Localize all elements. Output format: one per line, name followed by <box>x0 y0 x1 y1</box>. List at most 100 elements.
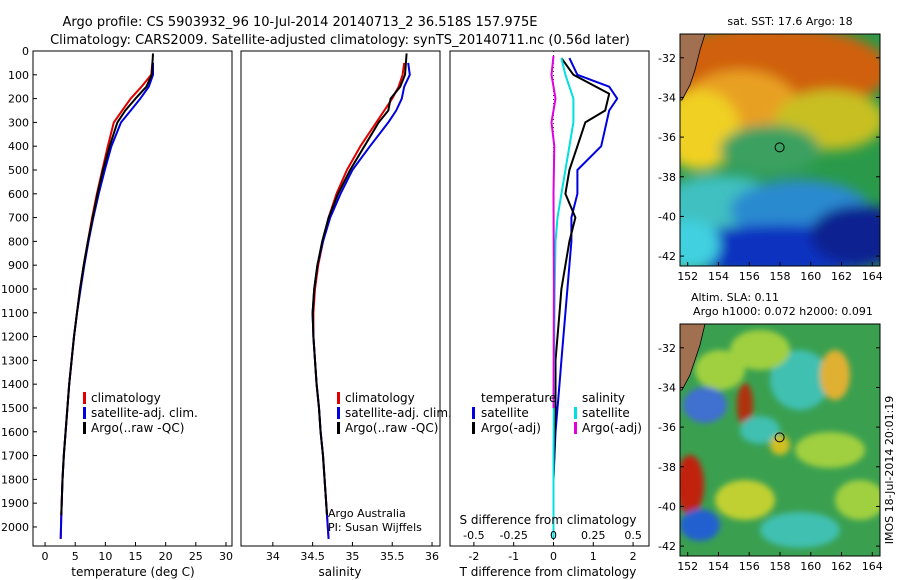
salinity-plot: 34 34.5 35 35.5 36 <box>266 53 439 563</box>
map-x-tick-label: 156 <box>739 270 760 283</box>
side-timestamp: IMOS 18-Jul-2014 20:01:19 <box>883 396 896 545</box>
top-x-tick-label: 0 <box>550 529 557 542</box>
map-y-tick-label: -40 <box>658 500 676 513</box>
legend-label-argo: Argo(..raw -QC) <box>345 421 438 435</box>
y-tick-label: 1200 <box>1 331 29 344</box>
legend-label-sal-satellite: satellite <box>582 406 630 420</box>
y-tick-label: 200 <box>8 93 29 106</box>
sla-argo-position-marker <box>774 432 785 443</box>
y-tick-label: 900 <box>8 259 29 272</box>
difference-plot: -2 -1 0 1 2 -0.5 -0.25 0 0.25 0.5 <box>463 51 642 563</box>
legend-swatch-argo <box>337 422 340 434</box>
y-tick-label: 1900 <box>1 497 29 510</box>
x-tick-label: 30 <box>219 550 233 563</box>
map-y-tick-label: -42 <box>658 540 676 553</box>
map-y-tick-label: -40 <box>658 210 676 223</box>
map-y-tick-label: -32 <box>658 52 676 65</box>
map-x-tick-label: 164 <box>862 270 883 283</box>
x-tick-label: 5 <box>72 550 79 563</box>
y-tick-label: 300 <box>8 116 29 129</box>
legend-swatch-sal-argo <box>574 422 577 434</box>
legend-swatch-argo <box>83 422 86 434</box>
map-x-tick-label: 154 <box>708 560 729 573</box>
legend-label-satellite-adj: satellite-adj. clim. <box>345 406 452 420</box>
x-tick-label: 20 <box>159 550 173 563</box>
temperature-plot: 0100200300400500600700800900100011001200… <box>1 45 233 563</box>
y-tick-label: 600 <box>8 188 29 201</box>
y-tick-label: 1400 <box>1 378 29 391</box>
legend-swatch-climatology <box>337 392 340 404</box>
map-y-tick-label: -36 <box>658 131 676 144</box>
legend-swatch-temp-satellite <box>472 407 475 419</box>
legend-title-salinity: salinity <box>582 391 625 405</box>
series-line-climatology <box>59 62 154 539</box>
y-tick-label: 1100 <box>1 307 29 320</box>
series-line-satellite <box>552 57 619 539</box>
sst-map-field <box>680 34 880 266</box>
top-x-tick-label: 0.25 <box>581 529 606 542</box>
top-x-tick-label: 0.5 <box>624 529 642 542</box>
sst-map-ticks: 152 154 156 158 160 162 164 -32 -34 -36 -38 -40 -42 <box>658 52 883 283</box>
legend-label-temp-argo: Argo(-adj) <box>481 421 541 435</box>
legend-label-climatology: climatology <box>345 391 415 405</box>
argo-australia-label: Argo Australia <box>328 507 406 520</box>
series-line-argo-raw-qc- <box>311 53 408 516</box>
sst-argo-position-marker <box>774 142 785 153</box>
y-tick-label: 700 <box>8 212 29 225</box>
y-tick-label: 1300 <box>1 354 29 367</box>
legend-label-sal-argo: Argo(-adj) <box>582 421 642 435</box>
legend-title-temperature: temperature <box>481 391 556 405</box>
map-x-tick-label: 158 <box>770 560 791 573</box>
temperature-axes <box>32 50 233 547</box>
temperature-legend: climatology satellite-adj. clim. Argo(..… <box>83 391 198 435</box>
legend-swatch-temp-argo <box>472 422 475 434</box>
sla-map-title: Altim. SLA: 0.11 <box>691 291 779 304</box>
legend-label-argo: Argo(..raw -QC) <box>91 421 184 435</box>
x-tick-label: -2 <box>468 550 479 563</box>
y-tick-label: 1000 <box>1 283 29 296</box>
difference-legend: temperature satellite Argo(-adj) salinit… <box>472 391 642 435</box>
y-tick-label: 1700 <box>1 450 29 463</box>
salinity-axes <box>240 50 441 547</box>
x-tick-label: 15 <box>129 550 143 563</box>
y-tick-label: 1600 <box>1 426 29 439</box>
y-tick-label: 400 <box>8 140 29 153</box>
legend-label-satellite-adj: satellite-adj. clim. <box>91 406 198 420</box>
y-tick-label: 0 <box>22 45 29 58</box>
x-tick-label: 0 <box>550 550 557 563</box>
pi-label: PI: Susan Wijffels <box>328 521 422 534</box>
x-tick-label: 25 <box>189 550 203 563</box>
map-x-tick-label: 152 <box>677 560 698 573</box>
map-x-tick-label: 162 <box>831 560 852 573</box>
difference-xlabel: T difference from climatology <box>459 565 637 579</box>
map-x-tick-label: 158 <box>770 270 791 283</box>
series-line-argo-adj- <box>552 57 611 539</box>
x-tick-label: 0 <box>42 550 49 563</box>
top-x-tick-label: -0.5 <box>463 529 484 542</box>
x-tick-label: 2 <box>630 550 637 563</box>
difference-axes <box>449 50 650 547</box>
map-y-tick-label: -42 <box>658 250 676 263</box>
sst-map-title: sat. SST: 17.6 Argo: 18 <box>727 15 852 28</box>
series-line-satellite-adj-clim- <box>311 62 411 539</box>
map-x-tick-label: 160 <box>800 560 821 573</box>
x-tick-label: 34 <box>266 550 280 563</box>
x-tick-label: 34.5 <box>300 550 325 563</box>
map-y-tick-label: -32 <box>658 342 676 355</box>
temperature-xlabel: temperature (deg C) <box>71 565 194 579</box>
x-tick-label: 36 <box>425 550 439 563</box>
y-tick-label: 1500 <box>1 402 29 415</box>
salinity-xlabel: salinity <box>318 565 361 579</box>
x-tick-label: 35 <box>345 550 359 563</box>
series-line-argo-raw-qc- <box>60 53 154 516</box>
sla-map-ticks: 152 154 156 158 160 162 164 -32 -34 -36 -38 -40 -42 <box>658 342 883 573</box>
map-x-tick-label: 164 <box>862 560 883 573</box>
legend-swatch-satellite-adj <box>337 407 340 419</box>
map-y-tick-label: -34 <box>658 91 676 104</box>
sla-map-field <box>680 324 880 556</box>
top-x-tick-label: -0.25 <box>499 529 527 542</box>
y-tick-label: 800 <box>8 235 29 248</box>
map-x-tick-label: 152 <box>677 270 698 283</box>
legend-label-climatology: climatology <box>91 391 161 405</box>
